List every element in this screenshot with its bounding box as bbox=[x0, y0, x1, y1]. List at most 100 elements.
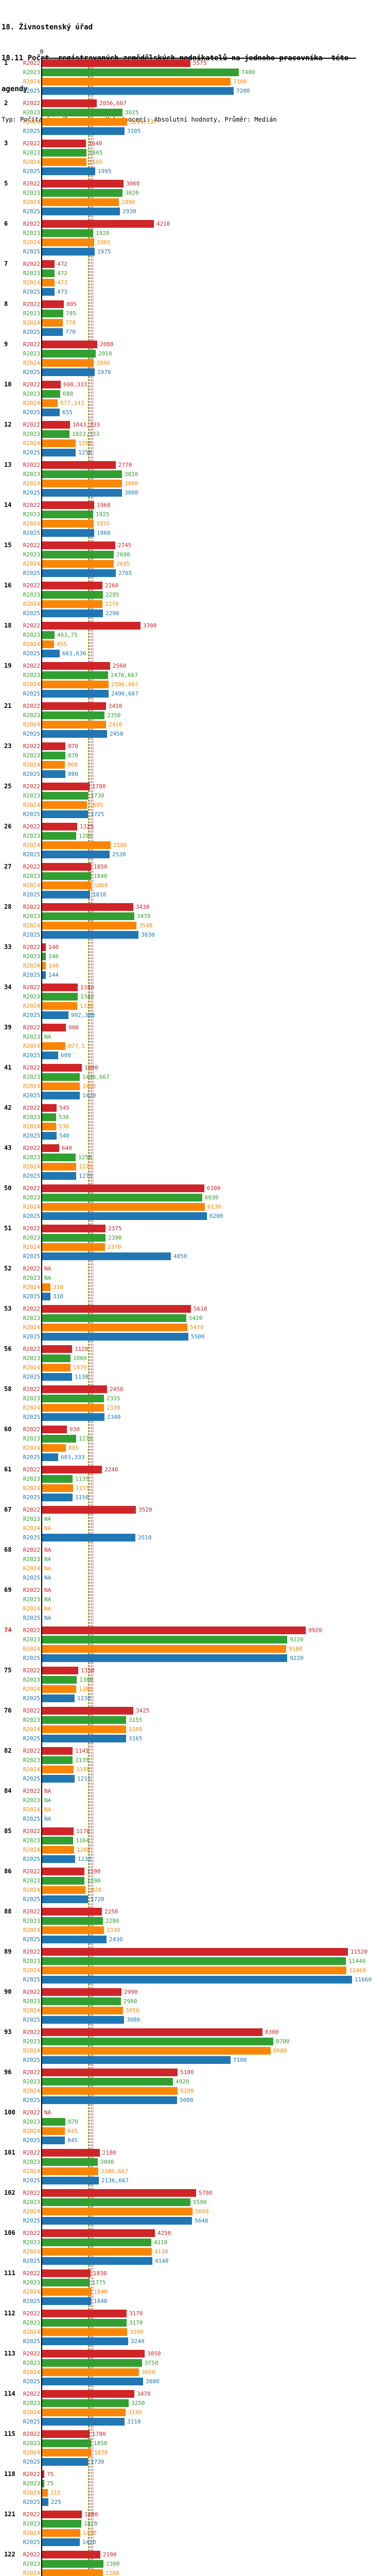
group-label: 27 bbox=[4, 863, 12, 870]
value-label: 698,333 bbox=[63, 381, 87, 388]
bar-row: R2025 5080 bbox=[0, 2096, 386, 2105]
bar-group-13: 13 R2022 2770 R2023 3010 R2024 3000 R2025 3000 bbox=[0, 461, 386, 498]
bar-group-85: 85 R2022 1176 R2023 1164 R2024 1208 R2025 1232 bbox=[0, 1827, 386, 1864]
bar bbox=[42, 810, 88, 818]
series-label: R2022 bbox=[23, 2511, 40, 2518]
series-label: R2025 bbox=[23, 2459, 40, 2465]
value-label: 1870 bbox=[94, 2449, 108, 2456]
value-label: 2260 bbox=[105, 582, 119, 589]
bar bbox=[42, 2368, 139, 2376]
bar bbox=[42, 480, 122, 487]
bar bbox=[42, 167, 95, 175]
bar bbox=[42, 631, 55, 639]
bar bbox=[42, 872, 91, 880]
value-label: 930 bbox=[69, 1426, 80, 1433]
value-label: 3425 bbox=[136, 1707, 150, 1714]
value-label: NA bbox=[44, 1574, 51, 1581]
bar-row: R2025 663,636 bbox=[0, 649, 386, 658]
bar-row: R2022 3700 bbox=[0, 621, 386, 631]
value-label: 1840 bbox=[94, 2298, 108, 2304]
bar bbox=[42, 109, 122, 116]
value-label: 900 bbox=[68, 1024, 79, 1031]
bar-group-23: 23 R2022 870 R2023 870 R2024 860 R2025 880 bbox=[0, 742, 386, 779]
series-label: R2023 bbox=[23, 833, 40, 839]
bar-row: R2023 1164 bbox=[0, 1836, 386, 1845]
bar bbox=[42, 1725, 126, 1733]
bar-row: R2024 NA bbox=[0, 1805, 386, 1815]
value-label: 3470 bbox=[137, 2391, 151, 2397]
bar bbox=[42, 671, 108, 679]
series-label: R2025 bbox=[23, 208, 40, 215]
bar-row: R2023 1406,667 bbox=[0, 1073, 386, 1082]
bar-row: R2025 845 bbox=[0, 2136, 386, 2145]
bar bbox=[42, 2118, 65, 2126]
series-label: R2022 bbox=[23, 1466, 40, 1473]
value-label: 770 bbox=[65, 319, 76, 326]
bar bbox=[42, 2310, 127, 2317]
series-label: R2024 bbox=[23, 1284, 40, 1291]
series-label: R2022 bbox=[23, 703, 40, 709]
bar-row: R2022 5575 bbox=[0, 59, 386, 68]
bar bbox=[42, 180, 124, 188]
value-label: NA bbox=[44, 1806, 51, 1813]
bar-row: R2023 530 bbox=[0, 1113, 386, 1122]
bar bbox=[42, 541, 115, 549]
series-label: R2024 bbox=[23, 400, 40, 406]
bar-row: R2022 3470 bbox=[0, 2389, 386, 2399]
bar bbox=[42, 1203, 205, 1211]
series-label: R2024 bbox=[23, 2449, 40, 2456]
bar bbox=[42, 248, 95, 256]
bar-row: R2023 1280 bbox=[0, 832, 386, 841]
bar bbox=[42, 2569, 103, 2576]
series-label: R2025 bbox=[23, 1695, 40, 1702]
series-label: R2024 bbox=[23, 118, 40, 125]
series-label: R2025 bbox=[23, 650, 40, 657]
value-label: 2530 bbox=[112, 851, 126, 858]
value-label: 2280 bbox=[106, 2570, 119, 2576]
bar bbox=[42, 770, 65, 778]
y-axis-line bbox=[41, 58, 42, 2576]
value-label: 1940 bbox=[96, 360, 110, 366]
value-label: 1176 bbox=[76, 1828, 90, 1835]
series-label: R2025 bbox=[23, 1976, 40, 1983]
bar bbox=[42, 721, 106, 728]
bar bbox=[42, 2390, 134, 2398]
value-label: 1280 bbox=[79, 833, 93, 839]
value-label: 2285 bbox=[106, 591, 119, 598]
bar bbox=[42, 381, 61, 388]
bar bbox=[42, 2028, 262, 2036]
series-label: R2023 bbox=[23, 1194, 40, 1201]
bar-group-51: 51 R2022 2375 R2023 2390 R2024 2370 R2025 4850 bbox=[0, 1224, 386, 1261]
bar-row: R2022 1590 bbox=[0, 1867, 386, 1876]
bar-row: R2025 655 bbox=[0, 408, 386, 417]
bar-row: R2022 870 bbox=[0, 742, 386, 751]
series-label: R2022 bbox=[23, 301, 40, 308]
series-label: R2022 bbox=[23, 1788, 40, 1794]
bar-row: R2024 5100 bbox=[0, 2087, 386, 2096]
bar-row: R2023 4110 bbox=[0, 2238, 386, 2247]
value-label: 11440 bbox=[348, 1958, 366, 1964]
series-label: R2022 bbox=[23, 1426, 40, 1433]
bar-row: R2025 880 bbox=[0, 770, 386, 779]
series-label: R2022 bbox=[23, 462, 40, 468]
bar-group-88: 88 R2022 2250 R2023 2280 R2024 2330 R2025 2430 bbox=[0, 1907, 386, 1944]
value-label: 1725 bbox=[91, 811, 104, 818]
bar-row: R2024 1180 bbox=[0, 1765, 386, 1774]
bar bbox=[42, 2198, 190, 2206]
group-label: 52 bbox=[4, 1265, 12, 1272]
bar bbox=[42, 1305, 191, 1313]
bar-group-60: 60 R2022 930 R2023 1270 R2024 885 R2025 603,333 bbox=[0, 1425, 386, 1462]
bar bbox=[42, 399, 58, 407]
bar-row: R2025 5500 bbox=[0, 1332, 386, 1342]
series-label: R2024 bbox=[23, 1043, 40, 1049]
value-label: NA bbox=[44, 1516, 51, 1522]
bar-row: R2024 310 bbox=[0, 1283, 386, 1292]
value-label: 1230 bbox=[77, 1695, 91, 1702]
bar bbox=[42, 1395, 104, 1402]
bar bbox=[42, 1426, 67, 1433]
bar bbox=[42, 99, 97, 107]
bar-row: R2024 473 bbox=[0, 278, 386, 287]
group-label: 102 bbox=[4, 2189, 15, 2196]
series-label: R2023 bbox=[23, 1234, 40, 1241]
series-label: R2022 bbox=[23, 1748, 40, 1754]
